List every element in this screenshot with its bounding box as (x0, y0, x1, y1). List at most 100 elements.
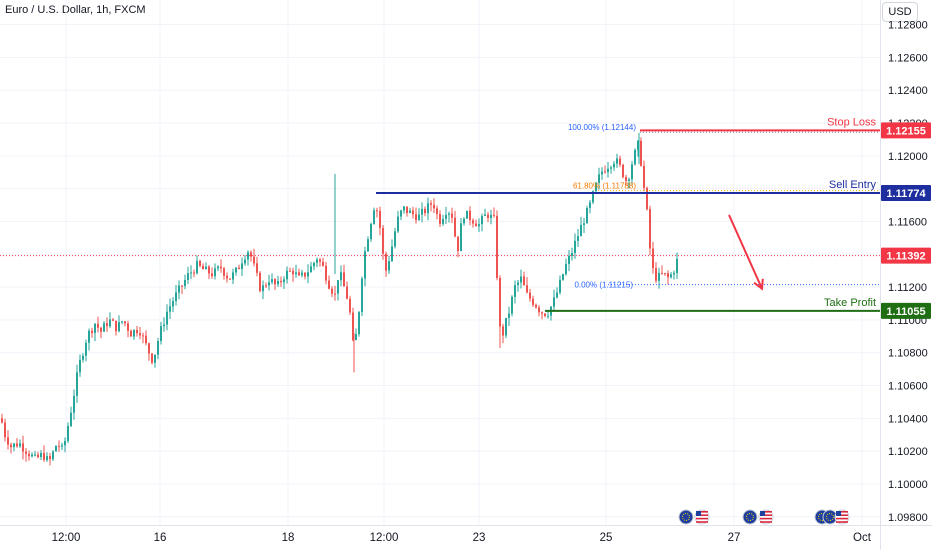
candle-body (649, 209, 651, 249)
candle-body (229, 278, 231, 280)
candle-body (202, 265, 204, 270)
candle-body (133, 329, 135, 337)
candle-body (313, 262, 315, 267)
candle-body (13, 443, 15, 448)
candle-body (208, 266, 210, 274)
candle-body (439, 214, 441, 224)
eu-eu-us-flags-3-icon[interactable] (814, 509, 850, 525)
candle-body (481, 216, 483, 225)
candle-body (361, 278, 363, 313)
candle-body (193, 272, 195, 274)
candle-body (442, 218, 444, 224)
candle-body (601, 171, 603, 175)
candle-body (538, 307, 540, 313)
candle-body (655, 268, 657, 281)
candle-body (232, 272, 234, 280)
candle-body (328, 280, 330, 289)
time-tick-label: 23 (473, 532, 486, 544)
candle-body (493, 214, 495, 216)
candle-body (412, 210, 414, 215)
eu-us-flags-2-icon[interactable] (742, 509, 774, 525)
candle-body (190, 272, 192, 274)
price-tick-label: 1.10600 (888, 381, 928, 393)
candle-body (7, 437, 9, 445)
candle-body (79, 359, 81, 373)
candle-body (673, 272, 675, 275)
candle-body (490, 214, 492, 218)
candle-body (1, 418, 3, 423)
candle-body (517, 282, 519, 286)
candle-body (226, 275, 228, 279)
candle-body (181, 285, 183, 287)
candle-body (289, 270, 291, 272)
candle-body (331, 288, 333, 294)
candle-body (571, 252, 573, 256)
candle-body (271, 279, 273, 283)
candle-body (16, 443, 18, 447)
candle-body (145, 335, 147, 344)
candle-body (199, 260, 201, 266)
take-profit-price-tag (881, 302, 931, 319)
candle-body (52, 451, 54, 460)
candle-body (91, 330, 93, 333)
eu-us-flags-1-icon[interactable] (678, 509, 710, 525)
candle-body (172, 301, 174, 307)
candle-body (166, 311, 168, 325)
price-tick-label: 1.10200 (888, 446, 928, 458)
candle-body (4, 422, 6, 438)
candle-body (34, 454, 36, 456)
candle-body (55, 445, 57, 452)
candle-body (391, 246, 393, 262)
candle-body (469, 210, 471, 221)
candle-body (268, 282, 270, 286)
candle-body (151, 353, 153, 363)
candle-body (577, 236, 579, 241)
time-tick-label: 27 (728, 532, 741, 544)
candle-body (280, 280, 282, 283)
candle-body (358, 312, 360, 335)
candle-body (526, 285, 528, 293)
currency-button[interactable]: USD (882, 2, 918, 22)
candle-body (592, 191, 594, 203)
candle-body (376, 210, 378, 212)
candle-body (310, 266, 312, 273)
candle-body (109, 319, 111, 327)
candle-body (628, 179, 630, 181)
candle-body (424, 208, 426, 214)
candle-body (496, 215, 498, 278)
candle-body (604, 171, 606, 173)
candle-body (76, 372, 78, 396)
candle-body (541, 312, 543, 314)
candle-body (553, 297, 555, 307)
candle-body (589, 202, 591, 208)
candle-body (43, 452, 45, 460)
candle-body (73, 395, 75, 413)
candle-body (466, 210, 468, 219)
sell-entry-price-tag (881, 184, 931, 201)
candle-body (64, 440, 66, 446)
candle-body (394, 231, 396, 247)
candle-body (25, 451, 27, 454)
candle-body (235, 267, 237, 273)
chart-title: Euro / U.S. Dollar, 1h, FXCM (5, 4, 146, 16)
candle-body (106, 323, 108, 327)
candle-body (532, 298, 534, 305)
candle-body (175, 292, 177, 302)
candle-body (502, 326, 504, 336)
candle-body (163, 324, 165, 327)
candle-body (463, 218, 465, 224)
candle-body (574, 240, 576, 253)
candle-body (46, 456, 48, 460)
candle-body (643, 165, 645, 188)
candle-body (352, 312, 354, 341)
candle-body (346, 286, 348, 299)
candle-body (448, 213, 450, 215)
candle-body (499, 277, 501, 327)
time-tick-label: 12:00 (52, 532, 81, 544)
candle-body (514, 285, 516, 297)
price-tick-label: 1.10000 (888, 479, 928, 491)
candle-body (418, 214, 420, 221)
price-tick-label: 1.11200 (888, 282, 927, 294)
candle-body (211, 273, 213, 277)
